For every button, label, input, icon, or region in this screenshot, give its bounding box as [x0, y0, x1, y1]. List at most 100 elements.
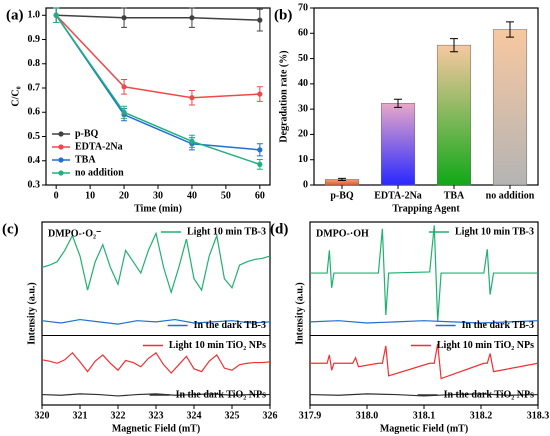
x-tick-label: 318.1: [413, 410, 436, 421]
y-tick-label: 0.6: [28, 107, 41, 118]
bar: [380, 103, 416, 186]
y-tick-label: 40: [298, 78, 308, 89]
legend-label: Light 10 min TB-3: [187, 226, 266, 237]
y-tick-label: 30: [298, 103, 308, 114]
y-axis-label: Degradation rate (%): [278, 50, 289, 142]
data-point: [121, 15, 127, 21]
x-tick-label: 50: [221, 190, 231, 201]
x-tick-label: TBA: [444, 190, 465, 201]
legend-label: In the dark TiO₂ NPs: [176, 389, 267, 400]
error-bar: [338, 177, 346, 181]
data-line: [55, 14, 260, 99]
y-tick-label: 70: [298, 2, 308, 13]
spectrum-line: [310, 343, 539, 380]
data-point: [189, 15, 195, 21]
legend-label: In the dark TB-3: [462, 320, 534, 331]
x-tick-label: 323: [149, 410, 164, 421]
y-tick-label: 0.5: [28, 131, 41, 142]
y-axis-label: Intensity (a.u.): [26, 282, 37, 345]
data-line: [55, 14, 261, 166]
data-point: [53, 12, 59, 18]
x-tick-label: 318.3: [527, 410, 550, 421]
spectrum-line: [309, 320, 539, 324]
legend-label: EDTA-2Na: [75, 141, 123, 152]
legend-marker: [58, 170, 64, 176]
data-point: [257, 161, 263, 167]
annotation: DMPO-·OH: [316, 228, 369, 239]
spectrum-line: [310, 225, 538, 322]
legend-label: In the dark TiO₂ NPs: [444, 389, 535, 400]
x-axis-label: Time (min): [134, 203, 182, 214]
panel-label: (c): [2, 221, 19, 237]
y-tick-label: 50: [298, 53, 308, 64]
y-tick-label: 10: [298, 154, 308, 165]
spectrum-line: [309, 393, 539, 397]
y-tick-label: 0.8: [28, 58, 41, 69]
x-tick-label: 60: [255, 190, 265, 201]
x-axis-label: Magnetic Field (mT): [112, 423, 200, 434]
x-tick-label: 326: [263, 410, 278, 421]
annotation: DMPO-·O₂⁻: [48, 228, 101, 239]
x-axis-label: Magnetic Field (mT): [380, 423, 468, 434]
x-tick-label: 40: [187, 190, 197, 201]
spectrum-line: [41, 318, 271, 325]
y-tick-label: 0.3: [28, 179, 41, 190]
legend-label: Light 10 min TiO₂ NPs: [169, 340, 266, 351]
data-point: [257, 147, 263, 153]
x-tick-label: 318.2: [470, 410, 493, 421]
x-tick-label: 325: [225, 410, 240, 421]
spectrum-line: [41, 231, 271, 295]
x-tick-label: 320: [35, 410, 50, 421]
legend-marker: [58, 144, 64, 150]
legend-label: Light 10 min TB-3: [455, 226, 534, 237]
legend-marker: [58, 131, 64, 137]
y-tick-label: 60: [298, 28, 308, 39]
x-tick-label: 321: [73, 410, 88, 421]
legend-label: TBA: [75, 154, 96, 165]
bar: [492, 29, 528, 186]
y-tick-label: 1.0: [28, 10, 41, 21]
plot-frame: [41, 221, 271, 406]
x-tick-label: 322: [111, 410, 126, 421]
spectrum-line: [41, 393, 270, 397]
error-bar: [394, 98, 402, 108]
panel-label: (b): [274, 7, 292, 23]
x-tick-label: 318.0: [356, 410, 379, 421]
y-tick-label: 0.9: [28, 34, 41, 45]
data-point: [257, 17, 263, 23]
data-point: [189, 138, 195, 144]
data-point: [121, 84, 127, 90]
data-point: [257, 91, 263, 97]
data-point: [189, 95, 195, 101]
panel-label: (a): [6, 7, 24, 23]
x-axis-label: Trapping Agent: [392, 203, 460, 214]
spectrum-line: [41, 351, 271, 374]
legend-marker: [58, 157, 64, 163]
y-tick-label: 20: [298, 129, 308, 140]
data-point: [121, 109, 127, 115]
panel-label: (d): [270, 221, 288, 237]
y-tick-label: 0.4: [28, 155, 41, 166]
error-bar: [450, 38, 458, 53]
x-tick-label: no addition: [486, 190, 535, 201]
x-tick-label: 317.9: [299, 410, 322, 421]
x-tick-label: EDTA-2Na: [374, 190, 422, 201]
legend-label: In the dark TB-3: [194, 320, 266, 331]
legend-label: p-BQ: [75, 128, 99, 139]
x-tick-label: 324: [187, 410, 202, 421]
x-tick-label: p-BQ: [330, 190, 354, 201]
x-tick-label: 30: [153, 190, 163, 201]
bar: [436, 44, 472, 186]
legend-label: no addition: [75, 167, 124, 178]
y-tick-label: 0: [303, 179, 308, 190]
x-tick-label: 10: [85, 190, 95, 201]
data-line: [56, 14, 260, 21]
x-tick-label: 0: [54, 190, 59, 201]
plot-frame: [309, 221, 539, 406]
y-tick-label: 0.7: [28, 82, 41, 93]
error-bar: [506, 21, 514, 38]
y-axis-label: C/C₀: [10, 86, 21, 106]
legend-label: Light 10 min TiO₂ NPs: [437, 340, 534, 351]
y-axis-label: Intensity (a.u.): [294, 282, 305, 345]
